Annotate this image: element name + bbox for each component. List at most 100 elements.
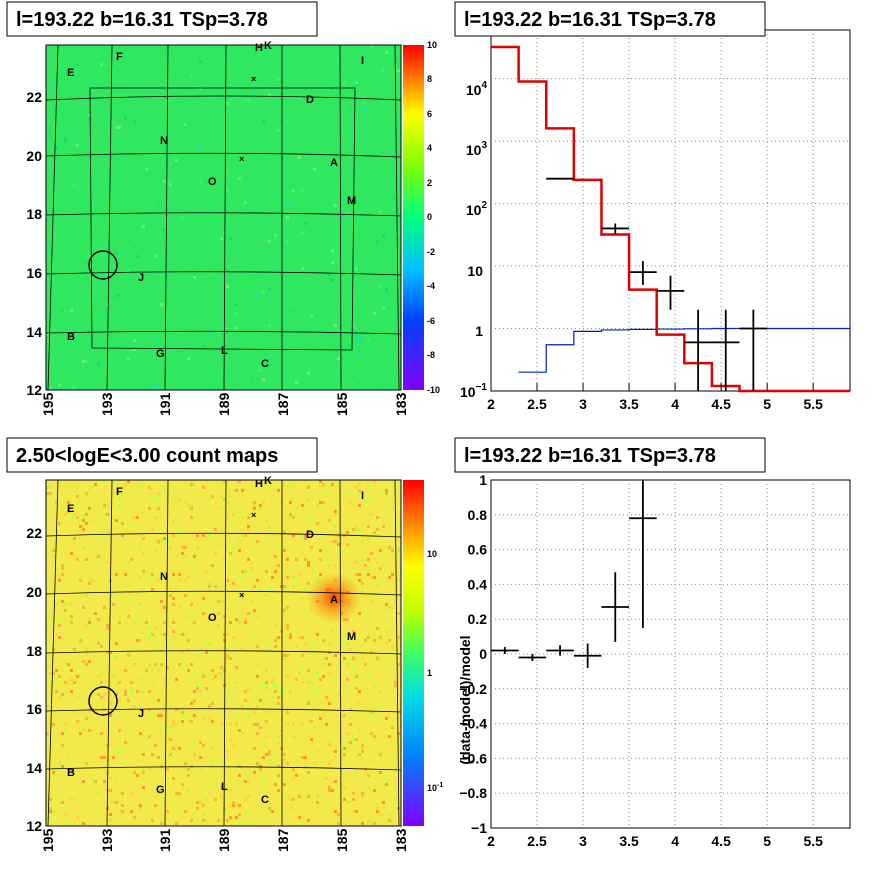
count-map-pixel [103,690,106,693]
ts-map-noise [46,45,400,390]
count-map-pixel [241,732,244,735]
count-map-pixel [334,750,337,753]
count-map-pixel [346,732,349,735]
ts-map-pixel [388,282,391,285]
count-map-pixel [265,519,268,522]
count-map-pixel [163,606,166,609]
count-map-pixel [100,741,103,744]
ts-map-background [46,45,401,390]
ts-map-pixel [334,204,337,207]
count-map-pixel [391,516,394,519]
ts-map-pixel [196,144,199,147]
count-map-pixel [130,771,133,774]
count-map-pixel [175,708,178,711]
ts-map-pixel [70,309,73,312]
count-map-pixel [268,702,271,705]
count-map-pixel [385,513,388,516]
count-map-pixel [250,567,253,570]
ts-map-pixel [85,360,88,363]
count-map-pixel [163,525,166,528]
count-map-pixel [250,711,253,714]
count-map-pixel [256,675,259,678]
count-map-pixel [382,492,385,495]
count-map-pixel [157,714,160,717]
count-map-pixel [100,672,103,675]
count-map-pixel [253,585,256,588]
count-map-pixel [373,789,376,792]
cb1-tick: 0 [427,212,432,222]
count-map-pixel [379,732,382,735]
count-map-pixel [331,483,334,486]
count-map-pixel [136,639,139,642]
count-map-pixel [364,564,367,567]
count-map-pixel [355,810,358,813]
ts-map-pixel [184,186,187,189]
count-map-pixel [136,516,139,519]
count-map-pixel [301,573,304,576]
count-map-pixel [388,819,391,822]
ts-map-pixel [289,279,292,282]
count-map-pixel [211,747,214,750]
count-map-pixel [247,612,250,615]
ts-map-pixel [187,357,190,360]
ts-map-pixel [76,144,79,147]
x-tick: 189 [216,828,232,852]
count-map-pixel [79,495,82,498]
ts-map-pixel [169,162,172,165]
ts-map-pixel [160,303,163,306]
count-map-pixel [118,498,121,501]
ts-map-pixel [286,240,289,243]
count-map-pixel [364,573,367,576]
count-map-pixel [247,687,250,690]
ts-map-pixel [187,318,190,321]
ts-map-pixel [262,378,265,381]
source-cross: × [251,74,256,84]
ts-map-pixel [265,303,268,306]
count-map-pixel [268,807,271,810]
count-map-pixel [67,510,70,513]
count-map-pixel [307,498,310,501]
ts-map-pixel [52,342,55,345]
count-map-pixel [370,732,373,735]
count-map-pixel [109,813,112,816]
ts-map-pixel [46,333,49,336]
ts-map-pixel [184,51,187,54]
data-point [711,309,740,391]
count-map-pixel [370,552,373,555]
ts-map-pixel [364,108,367,111]
x-tick: 4.5 [711,396,731,412]
count-map-pixel [187,789,190,792]
count-map-pixel [286,558,289,561]
count-map-pixel [226,579,229,582]
count-map-pixel [109,678,112,681]
count-map-pixel [367,819,370,822]
count-map-pixel [172,582,175,585]
count-map-pixel [328,663,331,666]
count-map-pixel [271,753,274,756]
count-map-pixel [370,753,373,756]
count-map-pixel [208,678,211,681]
count-map-pixel [61,693,64,696]
ts-map-pixel [352,315,355,318]
count-map-pixel [151,633,154,636]
count-map-pixel [100,558,103,561]
count-map-pixel [277,648,280,651]
ts-map-pixel [298,96,301,99]
count-map-pixel [184,717,187,720]
count-map-pixel [334,654,337,657]
count-map-pixel [115,777,118,780]
ts-map-pixel [337,159,340,162]
count-map-pixel [241,780,244,783]
count-map-pixel [322,492,325,495]
count-map-pixel [346,801,349,804]
count-map-pixel [55,690,58,693]
count-map-pixel [163,621,166,624]
count-map-pixel [190,483,193,486]
count-map-pixel [352,657,355,660]
count-map-pixel [142,753,145,756]
count-map-pixel [142,570,145,573]
count-map-pixel [190,507,193,510]
count-map-pixel [52,771,55,774]
count-map-pixel [157,495,160,498]
ts-map-pixel [118,126,121,129]
